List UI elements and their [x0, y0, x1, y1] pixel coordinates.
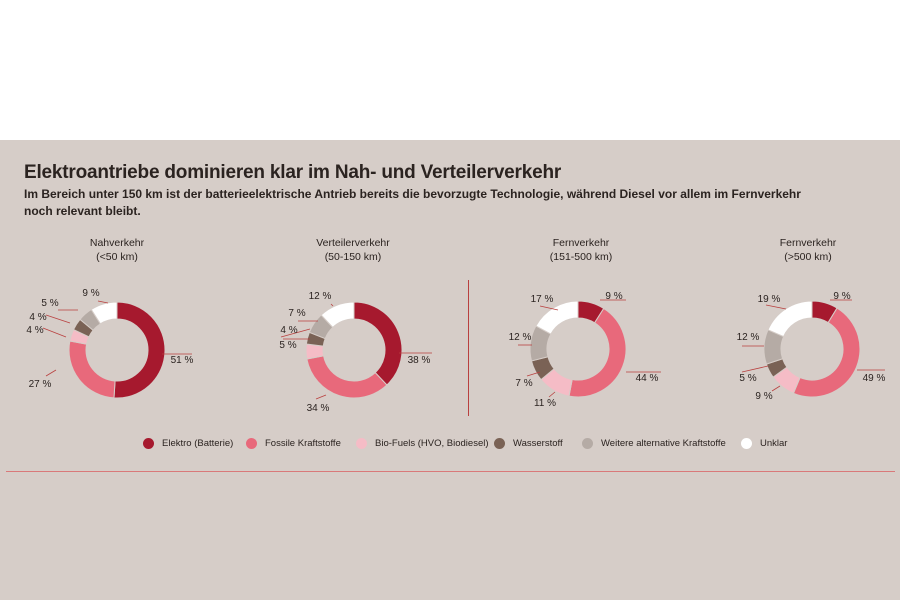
chart-title-main: Nahverkehr	[89, 237, 145, 249]
data-label: 9 %	[755, 391, 772, 402]
donut-chart-0: 51 % 27 % 4 % 4 % 5 % 9 %	[26, 288, 194, 399]
donut-chart-1: 38 % 34 % 5 % 4 % 7 % 12 %	[279, 291, 432, 414]
chart-title-main: Fernverkehr	[552, 237, 610, 249]
legend-item-weitere: Weitere alternative Kraftstoffe	[582, 438, 726, 449]
donut-slice	[68, 340, 116, 399]
legend-item-elektro: Elektro (Batterie)	[143, 438, 233, 449]
data-label: 44 %	[636, 373, 659, 384]
donut-chart-2: 9 % 44 % 11 %7 % 12 % 17 %	[509, 291, 661, 409]
legend-label: Unklar	[760, 438, 788, 449]
section-divider	[468, 280, 469, 416]
legend-label: Bio-Fuels (HVO, Biodiesel)	[375, 438, 489, 449]
label-leader-line	[315, 394, 327, 400]
label-leader-line	[280, 328, 311, 338]
chart-title-range: (>500 km)	[784, 251, 832, 263]
label-leader-line	[539, 305, 559, 311]
data-label: 5 %	[279, 340, 296, 351]
legend-item-unklar: Unklar	[741, 438, 787, 449]
page-subtitle: Im Bereich unter 150 km ist der batterie…	[24, 187, 801, 218]
legend-swatch	[356, 438, 367, 449]
legend-swatch	[741, 438, 752, 449]
legend-label: Weitere alternative Kraftstoffe	[601, 438, 726, 449]
legend-label: Elektro (Batterie)	[162, 438, 234, 449]
legend-label: Wasserstoff	[513, 438, 563, 449]
legend-swatch	[143, 438, 154, 449]
donut-slice	[353, 301, 403, 386]
donut-slice	[320, 301, 355, 329]
data-label: 4 %	[26, 325, 43, 336]
donut-slice	[113, 301, 166, 399]
donut-charts: 51 % 27 % 4 % 4 % 5 % 9 % 38 % 34 % 5 % 4 % 7 % 12 …	[26, 288, 886, 414]
label-leader-line	[330, 303, 334, 307]
data-label: 7 %	[515, 378, 532, 389]
donut-slice	[568, 307, 627, 398]
data-label: 19 %	[758, 294, 781, 305]
legend-label: Fossile Kraftstoffe	[265, 438, 341, 449]
data-label: 12 %	[309, 291, 332, 302]
legend-swatch	[494, 438, 505, 449]
data-label: 5 %	[41, 298, 58, 309]
donut-slice	[535, 300, 579, 335]
data-label: 9 %	[82, 288, 99, 299]
label-leader-line	[97, 300, 109, 304]
data-label: 34 %	[307, 403, 330, 414]
data-label: 5 %	[739, 373, 756, 384]
data-label: 11 %	[534, 398, 556, 409]
label-leader-line	[741, 365, 769, 373]
label-leader-line	[45, 314, 71, 324]
donut-slice	[767, 300, 813, 338]
chart-title-main: Verteilerverkehr	[316, 237, 390, 249]
chart-title-fernverkehr-151-500: Fernverkehr (151-500 km)	[501, 236, 661, 264]
bottom-rule	[6, 471, 895, 472]
donut-slice	[90, 301, 118, 325]
data-label: 9 %	[605, 291, 622, 302]
chart-title-range: (50-150 km)	[324, 251, 382, 263]
legend-item-fossil: Fossile Kraftstoffe	[246, 438, 341, 449]
data-label: 7 %	[288, 308, 305, 319]
chart-title-range: (151-500 km)	[549, 251, 613, 263]
data-label: 4 %	[280, 325, 297, 336]
label-leader-line	[548, 391, 556, 398]
legend: Elektro (Batterie) Fossile Kraftstoffe B…	[0, 438, 900, 454]
label-leader-line	[526, 371, 541, 377]
data-label: 4 %	[29, 312, 46, 323]
donut-slice	[792, 307, 861, 398]
data-label: 17 %	[531, 294, 554, 305]
data-label: 49 %	[863, 373, 886, 384]
page-title: Elektroantriebe dominieren klar im Nah- …	[24, 162, 562, 183]
donut-chart-3: 9 % 49 % 9 % 5 % 12 % 19 %	[737, 291, 886, 402]
data-label: 12 %	[509, 332, 532, 343]
legend-swatch	[246, 438, 257, 449]
chart-title-main: Fernverkehr	[779, 237, 837, 249]
chart-title-nahverkehr: Nahverkehr (<50 km)	[37, 236, 197, 264]
legend-item-wasserstoff: Wasserstoff	[494, 438, 563, 449]
infographic-panel: Elektroantriebe dominieren klar im Nah- …	[0, 140, 900, 600]
chart-title-verteilerverkehr: Verteilerverkehr (50-150 km)	[273, 236, 433, 264]
chart-title-range: (<50 km)	[96, 251, 138, 263]
data-label: 38 %	[408, 355, 431, 366]
donut-slice	[306, 355, 388, 399]
legend-item-biofuels: Bio-Fuels (HVO, Biodiesel)	[356, 438, 489, 449]
data-label: 51 %	[171, 355, 194, 366]
data-label: 9 %	[833, 291, 850, 302]
data-label: 12 %	[737, 332, 760, 343]
legend-swatch	[582, 438, 593, 449]
label-leader-line	[42, 327, 67, 338]
label-leader-line	[765, 304, 787, 310]
data-label: 27 %	[29, 379, 52, 390]
label-leader-line	[45, 369, 57, 377]
label-leader-line	[771, 385, 781, 392]
chart-title-fernverkehr-500: Fernverkehr (>500 km)	[728, 236, 888, 264]
